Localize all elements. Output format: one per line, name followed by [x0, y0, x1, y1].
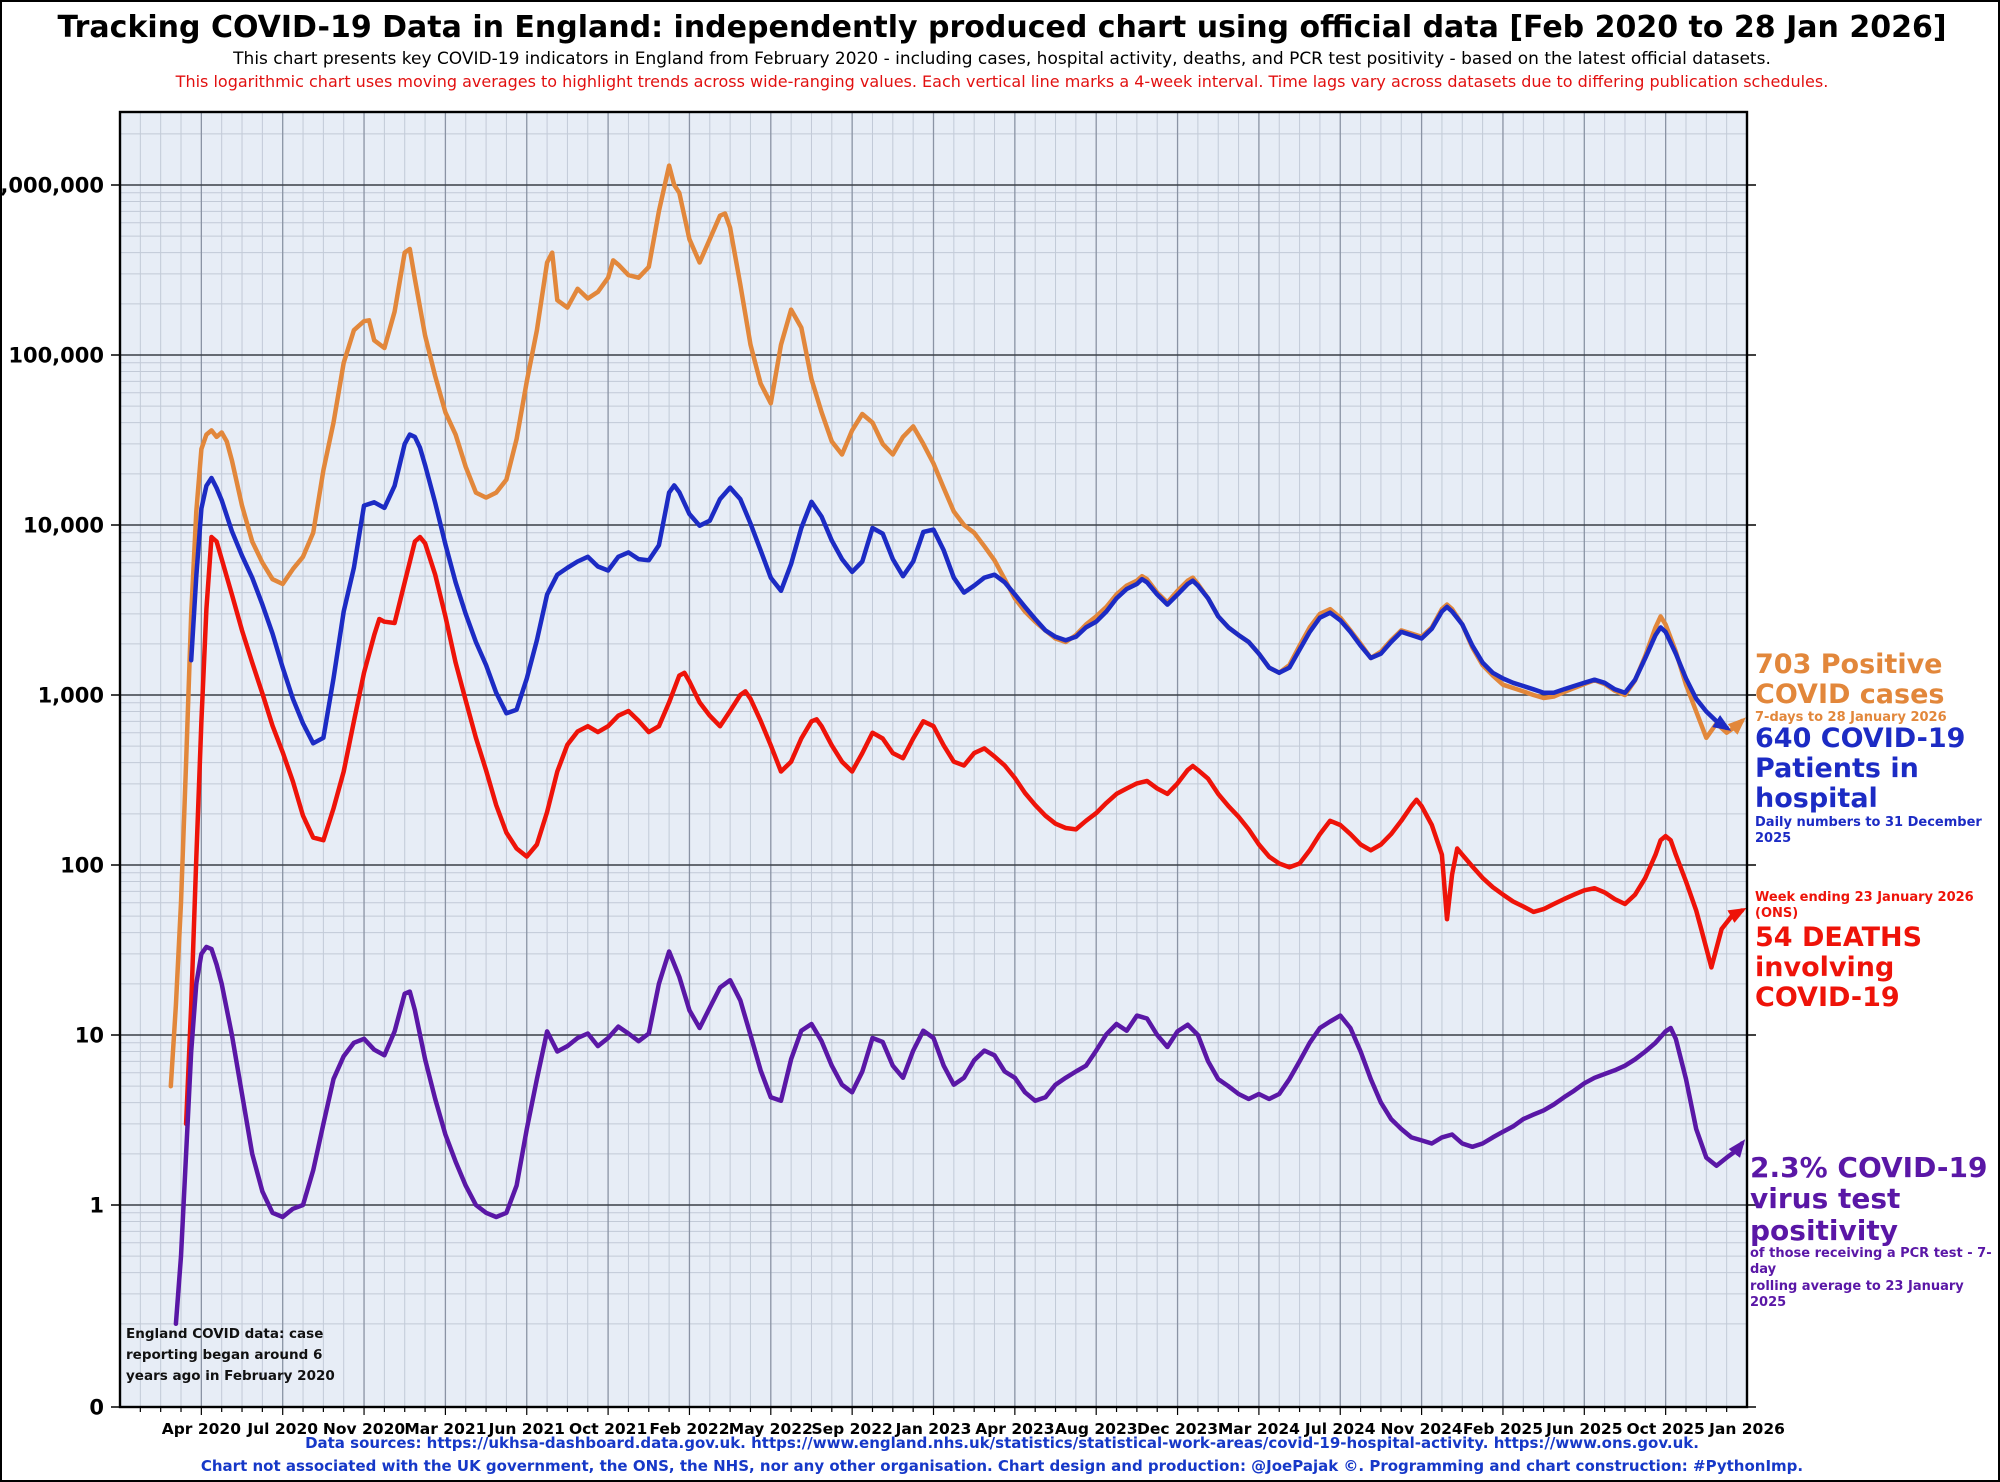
- y-tick-label: 1,000: [38, 684, 104, 708]
- y-tick-label: 100,000: [8, 344, 104, 368]
- x-tick-label: Sep 2022: [811, 1420, 892, 1438]
- annotation-cases: 703 Positive COVID cases 7-days to 28 Ja…: [1755, 649, 1947, 727]
- annotation-positivity: 2.3% COVID-19 virus test positivity of t…: [1750, 1152, 1998, 1311]
- annotation-deaths-line1: 54 DEATHS: [1755, 921, 1923, 953]
- page-title: Tracking COVID-19 Data in England: indep…: [57, 10, 1947, 45]
- y-tick-label: 10,000: [23, 514, 104, 538]
- annotation-positivity-line2: virus test positivity: [1750, 1182, 1901, 1247]
- annotation-positivity-line1: 2.3% COVID-19: [1750, 1151, 1988, 1184]
- plot-frame: [118, 110, 1749, 1409]
- x-tick-label: Feb 2022: [649, 1420, 729, 1438]
- x-tick-label: Dec 2023: [1137, 1420, 1218, 1438]
- x-tick-label: May 2022: [729, 1420, 813, 1438]
- annotation-cases-line1: 703 Positive: [1755, 649, 1943, 680]
- annotation-hospital-sub: Daily numbers to 31 December 2025: [1755, 814, 1982, 846]
- x-tick-label: Jun 2021: [488, 1420, 565, 1438]
- x-tick-label: Apr 2023: [975, 1420, 1054, 1438]
- chart-subtitle: This chart presents key COVID-19 indicat…: [233, 49, 1771, 69]
- y-tick-label: 100: [60, 854, 104, 878]
- positivity-line: [173, 944, 1746, 1327]
- annotation-hospital-line2: Patients in hospital: [1755, 753, 1919, 815]
- chart-subtitle-note: This logarithmic chart uses moving avera…: [175, 72, 1829, 91]
- annotation-hospital: 640 COVID-19 Patients in hospital Daily …: [1755, 723, 1998, 847]
- x-tick-label: Mar 2024: [1218, 1420, 1300, 1438]
- x-tick-label: Jul 2020: [246, 1420, 318, 1438]
- y-tick-label: 10: [75, 1024, 104, 1048]
- annotation-positivity-sub2: rolling average to 23 January 2025: [1750, 1278, 1964, 1310]
- x-tick-label: Jul 2024: [1304, 1420, 1376, 1438]
- annotation-deaths: Week ending 23 January 2026 (ONS) 54 DEA…: [1755, 890, 1998, 1013]
- x-tick-label: Apr 2020: [162, 1420, 241, 1438]
- annotation-cases-line2: COVID cases: [1755, 679, 1945, 711]
- annotation-cases-sub: 7-days to 28 January 2026: [1755, 710, 1947, 726]
- hospital-line: [188, 432, 1732, 746]
- y-tick-label: 1,000,000: [2, 174, 104, 198]
- annotation-deaths-pre: Week ending 23 January 2026 (ONS): [1755, 890, 1974, 922]
- plot-note-line1: England COVID data: case: [126, 1326, 324, 1342]
- annotation-positivity-sub1: of those receiving a PCR test - 7-day: [1750, 1246, 1992, 1278]
- x-tick-label: Aug 2023: [1055, 1420, 1138, 1438]
- x-tick-label: Mar 2021: [404, 1420, 486, 1438]
- y-tick-label: 1: [89, 1194, 104, 1218]
- footer-sources: Data sources: https://ukhsa-dashboard.da…: [305, 1434, 1699, 1452]
- x-tick-label: Feb 2025: [1463, 1420, 1543, 1438]
- deaths-line: [183, 534, 1747, 1127]
- footer-credits: Chart not associated with the UK governm…: [200, 1456, 1804, 1475]
- annotation-hospital-line1: 640 COVID-19: [1755, 723, 1966, 754]
- x-tick-label: Nov 2024: [1380, 1420, 1462, 1438]
- x-tick-label: Jan 2026: [1708, 1420, 1785, 1438]
- x-tick-label: Jan 2023: [895, 1420, 972, 1438]
- x-tick-label: Oct 2021: [569, 1420, 647, 1438]
- plot-note: England COVID data: case reporting began…: [126, 1324, 335, 1387]
- annotation-deaths-line2: involving COVID-19: [1755, 951, 1900, 1013]
- plot-note-line2: reporting began around 6: [126, 1346, 323, 1363]
- plot-note-line3: years ago in February 2020: [126, 1367, 335, 1384]
- footer: Data sources: https://ukhsa-dashboard.da…: [2, 1432, 1998, 1477]
- x-tick-label: Nov 2020: [323, 1420, 405, 1438]
- x-tick-label: Jun 2025: [1545, 1420, 1622, 1438]
- y-tick-label: 0: [89, 1396, 104, 1420]
- x-tick-label: Oct 2025: [1626, 1420, 1704, 1438]
